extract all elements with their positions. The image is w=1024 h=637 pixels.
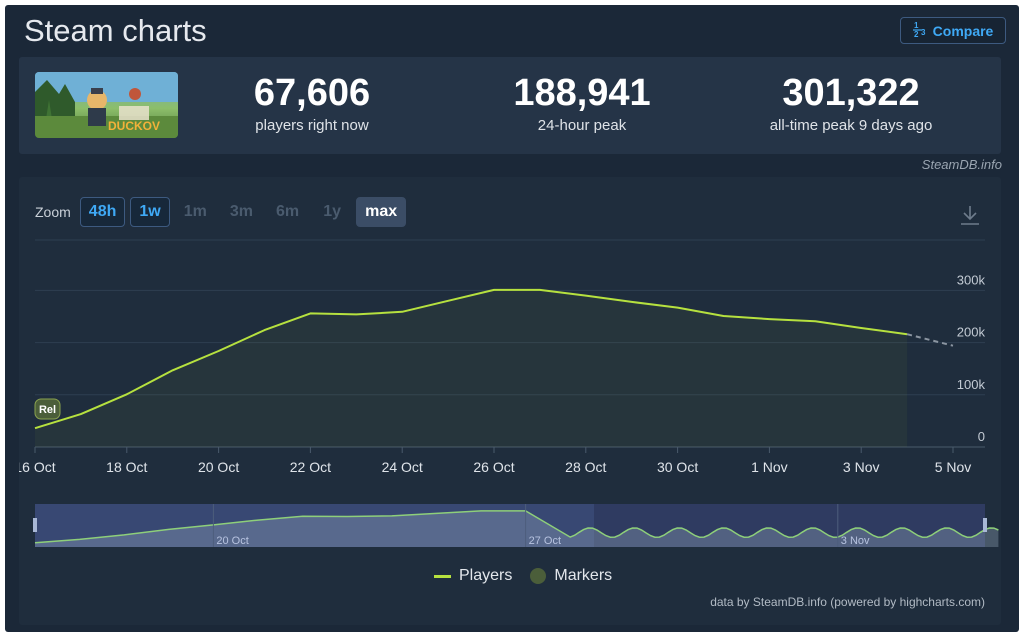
zoom-label: Zoom — [35, 204, 71, 220]
x-tick-label: 18 Oct — [106, 459, 147, 475]
svg-text:3: 3 — [921, 28, 926, 37]
release-marker — [34, 398, 61, 420]
zoom-max-button[interactable]: max — [356, 197, 407, 227]
legend-players-swatch — [434, 574, 451, 578]
svg-text:2: 2 — [914, 30, 919, 37]
y-tick-label: 0 — [978, 429, 985, 444]
x-tick-label: 5 Nov — [935, 459, 972, 475]
x-tick-label: 22 Oct — [290, 459, 331, 475]
zoom-6m-button[interactable]: 6m — [275, 203, 300, 220]
zoom-3m-button[interactable]: 3m — [229, 203, 253, 220]
chart-credits[interactable]: data by SteamDB.info (powered by highcha… — [710, 595, 985, 609]
legend-players-label: Players — [459, 567, 513, 584]
stat-24h-peak-value: 188,941 — [513, 72, 651, 114]
zoom-1w-button[interactable]: 1w — [130, 197, 170, 227]
player-stats-panel: DUCKOV 67,606 players right now 188,941 … — [19, 57, 1001, 154]
legend-markers-swatch — [530, 568, 547, 584]
x-tick-label: 26 Oct — [473, 459, 514, 475]
stat-alltime-peak-value: 301,322 — [782, 72, 920, 114]
stat-alltime-peak-label: all-time peak 9 days ago — [769, 117, 933, 134]
players-chart[interactable]: 0 100k 200k 300k 16 Oct 18 Oct 20 Oct 22 Oct 24… — [19, 177, 1001, 557]
players-incomplete-line — [906, 333, 954, 347]
stat-current: 67,606 players right now — [192, 73, 432, 134]
navigator-tick-label: 3 Nov — [841, 535, 870, 547]
y-tick-label: 200k — [957, 325, 986, 340]
stat-24h-peak: 188,941 24-hour peak — [462, 73, 702, 134]
game-thumbnail[interactable]: DUCKOV — [35, 72, 178, 138]
navigator-unselected-range — [594, 504, 985, 547]
players-line — [34, 288, 908, 430]
navigator-handle-left — [33, 518, 37, 532]
thumbnail-text: DUCKOV — [108, 119, 160, 133]
x-tick-label: 3 Nov — [843, 459, 880, 475]
stat-alltime-peak: 301,322 all-time peak 9 days ago — [731, 73, 971, 134]
compare-label: Compare — [932, 22, 994, 39]
navigator-handle-right — [983, 518, 987, 532]
y-tick-label: 300k — [957, 272, 986, 287]
page-title: Steam charts — [24, 13, 207, 48]
legend-item-markers[interactable]: Markers — [530, 567, 612, 585]
x-tick-label: 20 Oct — [198, 459, 239, 475]
players-area — [35, 289, 908, 447]
steamdb-watermark[interactable]: SteamDB.info — [921, 157, 1002, 172]
download-icon[interactable] — [958, 202, 982, 228]
navigator-tick-label: 20 Oct — [216, 535, 248, 547]
zoom-1y-button[interactable]: 1y — [323, 203, 341, 220]
navigator-area — [35, 510, 999, 547]
zoom-48h-button[interactable]: 48h — [79, 197, 126, 227]
x-tick-label: 30 Oct — [657, 459, 698, 475]
y-tick-label: 100k — [957, 377, 986, 392]
x-tick-label: 28 Oct — [565, 459, 606, 475]
x-tick-label: 24 Oct — [382, 459, 423, 475]
x-tick-label: 1 Nov — [751, 459, 788, 475]
chart-panel: Zoom 48h 1w 1m 3m 6m 1y max 0 100k 200k 300… — [19, 177, 1001, 625]
release-marker-label: Rel — [39, 404, 56, 416]
stat-current-value: 67,606 — [253, 72, 371, 114]
zoom-selector: Zoom 48h 1w 1m 3m 6m 1y max — [35, 197, 407, 227]
legend-markers-label: Markers — [554, 567, 613, 584]
stat-24h-peak-label: 24-hour peak — [537, 117, 627, 134]
navigator-line — [34, 510, 999, 544]
zoom-1m-button[interactable]: 1m — [183, 203, 207, 220]
navigator-tick-label: 27 Oct — [529, 535, 561, 547]
legend-item-players[interactable]: Players — [434, 567, 512, 585]
svg-text:1: 1 — [914, 21, 919, 30]
stat-current-label: players right now — [255, 117, 369, 134]
chart-legend: Players Markers — [434, 567, 612, 585]
x-tick-label: 16 Oct — [19, 459, 56, 475]
